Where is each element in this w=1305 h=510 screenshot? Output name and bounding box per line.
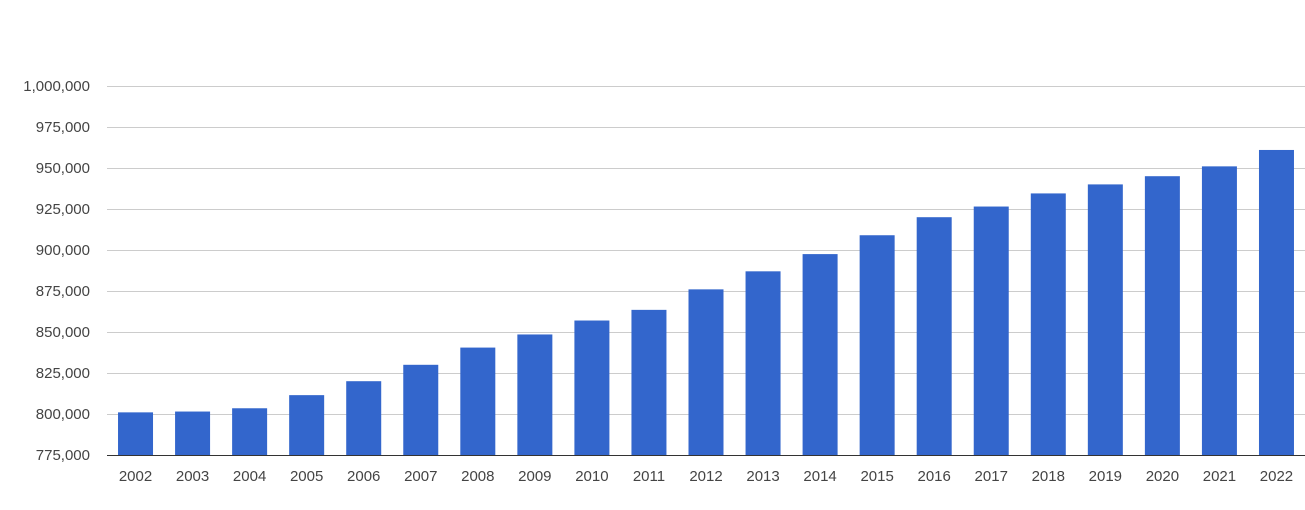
x-tick-label: 2005 [290,468,323,485]
bar-2004[interactable] [232,408,268,455]
bar-2010[interactable] [574,320,610,455]
bar-2003[interactable] [175,411,211,455]
y-axis-ticks: 775,000 800,000 825,000 850,000 875,000 900,0… [23,78,90,464]
y-tick-label: 775,000 [36,447,90,464]
x-tick-label: 2020 [1146,468,1179,485]
x-tick-label: 2006 [347,468,380,485]
y-tick-label: 975,000 [36,119,90,136]
bar-2017[interactable] [973,206,1009,455]
y-tick-label: 1,000,000 [23,78,90,95]
bar-2020[interactable] [1144,176,1180,455]
bar-2005[interactable] [289,395,325,455]
x-tick-label: 2012 [689,468,722,485]
y-tick-label: 825,000 [36,365,90,382]
x-tick-label: 2009 [518,468,551,485]
x-tick-label: 2004 [233,468,266,485]
y-tick-label: 900,000 [36,242,90,259]
x-tick-label: 2018 [1032,468,1065,485]
x-tick-label: 2014 [803,468,836,485]
y-tick-label: 950,000 [36,160,90,177]
bar-2016[interactable] [916,217,952,455]
x-tick-label: 2016 [918,468,951,485]
x-tick-label: 2015 [860,468,893,485]
y-tick-label: 800,000 [36,406,90,423]
bar-2011[interactable] [631,309,667,455]
bar-2018[interactable] [1030,193,1066,456]
bar-2002[interactable] [118,412,154,455]
x-tick-label: 2011 [633,468,665,485]
x-tick-label: 2021 [1203,468,1236,485]
bar-2009[interactable] [517,334,553,455]
bar-2015[interactable] [859,235,895,455]
bar-2014[interactable] [802,254,838,455]
x-tick-label: 2007 [404,468,437,485]
bar-2019[interactable] [1087,184,1123,455]
x-tick-label: 2022 [1260,468,1293,485]
x-tick-label: 2008 [461,468,494,485]
x-tick-label: 2019 [1089,468,1122,485]
x-tick-label: 2013 [746,468,779,485]
bar-2006[interactable] [346,381,382,455]
bars [118,149,1294,456]
x-tick-label: 2017 [975,468,1008,485]
x-tick-label: 2010 [575,468,608,485]
bar-2021[interactable] [1201,166,1237,456]
bar-2007[interactable] [403,364,439,455]
x-axis-ticks: 2002 2003 2004 2005 2006 2007 2008 2009 2010 2011… [119,468,1293,485]
bar-2013[interactable] [745,271,781,455]
bar-2008[interactable] [460,347,496,455]
x-tick-label: 2003 [176,468,209,485]
y-tick-label: 850,000 [36,324,90,341]
x-tick-label: 2002 [119,468,152,485]
y-tick-label: 925,000 [36,201,90,218]
bar-2022[interactable] [1258,149,1294,455]
y-tick-label: 875,000 [36,283,90,300]
bar-2012[interactable] [688,289,724,455]
